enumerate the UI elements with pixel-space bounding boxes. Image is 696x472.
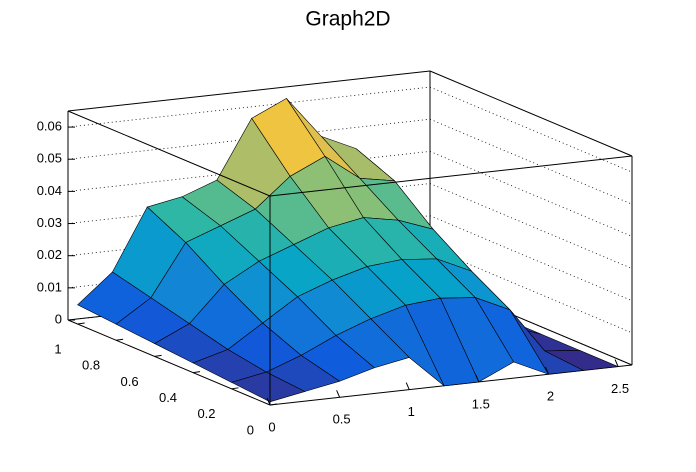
surface-cell bbox=[230, 371, 306, 403]
x-tick bbox=[614, 359, 619, 367]
x-tick bbox=[405, 382, 410, 390]
grid-line bbox=[67, 150, 431, 192]
y-tick-label: 0.4 bbox=[159, 390, 177, 405]
grid-line bbox=[429, 118, 633, 205]
grid-line bbox=[429, 151, 633, 237]
x-tick bbox=[336, 390, 341, 398]
z-tick-label: 0.04 bbox=[37, 183, 62, 198]
z-tick-label: 0.05 bbox=[37, 151, 62, 166]
y-tick bbox=[231, 387, 239, 390]
x-tick bbox=[545, 367, 549, 375]
x-tick-label: 1 bbox=[408, 404, 415, 419]
y-tick bbox=[192, 371, 201, 374]
grid-line bbox=[429, 247, 633, 334]
y-tick-label: 0.2 bbox=[197, 406, 215, 421]
x-tick bbox=[475, 374, 480, 383]
grid-line bbox=[429, 183, 633, 269]
y-tick bbox=[116, 338, 124, 341]
y-tick-label: 0.8 bbox=[82, 358, 100, 373]
x-tick bbox=[266, 397, 271, 406]
y-tick bbox=[154, 354, 162, 357]
axis-frame bbox=[269, 155, 633, 197]
z-tick-label: 0.03 bbox=[37, 215, 62, 230]
z-tick-label: 0.06 bbox=[37, 119, 62, 134]
x-tick-label: 1.5 bbox=[472, 396, 490, 411]
grid-line bbox=[67, 86, 431, 128]
y-tick bbox=[77, 322, 85, 325]
y-tick-label: 1 bbox=[54, 341, 61, 356]
y-tick bbox=[269, 403, 278, 406]
axis-frame bbox=[67, 319, 271, 406]
y-tick-label: 0 bbox=[247, 422, 254, 437]
x-tick-label: 0 bbox=[268, 419, 275, 434]
axis-frame bbox=[67, 110, 271, 197]
axis-frame bbox=[67, 70, 431, 112]
x-tick-label: 0.5 bbox=[333, 412, 351, 427]
z-tick-label: 0 bbox=[55, 311, 62, 326]
grid-line bbox=[429, 86, 633, 173]
y-tick-label: 0.6 bbox=[120, 374, 138, 389]
z-tick-label: 0.02 bbox=[37, 247, 62, 262]
axis-frame bbox=[429, 70, 633, 157]
grid-line bbox=[429, 215, 633, 302]
grid-line bbox=[67, 118, 431, 160]
x-tick-label: 2.5 bbox=[611, 381, 629, 396]
grid-line bbox=[67, 183, 431, 224]
x-tick-label: 2 bbox=[547, 389, 554, 404]
z-tick-label: 0.01 bbox=[37, 279, 62, 294]
chart-title: Graph2D bbox=[305, 8, 390, 31]
